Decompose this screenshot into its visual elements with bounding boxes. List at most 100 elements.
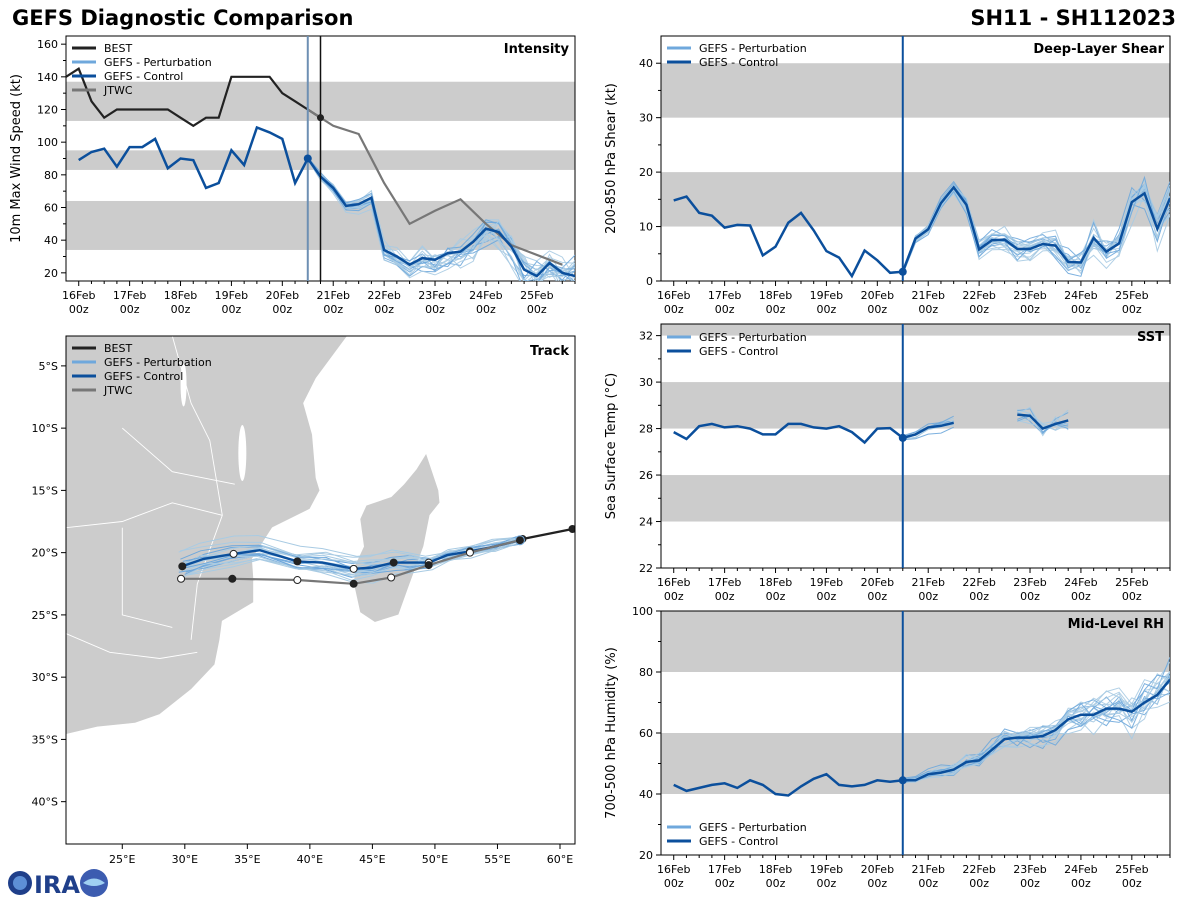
x-tick-day: 17Feb <box>708 576 741 589</box>
x-tick-hour: 00z <box>1020 590 1040 603</box>
jtwc-track-point <box>349 579 358 588</box>
country-border <box>121 527 173 628</box>
x-tick-day: 24Feb <box>1064 289 1097 302</box>
y-tick-label: 32 <box>639 330 653 343</box>
legend-label-control: GEFS - Control <box>699 56 778 69</box>
control-line <box>78 125 575 278</box>
x-tick-label: 60°E <box>547 853 573 866</box>
perturbation-line <box>902 415 954 438</box>
x-tick-day: 21Feb <box>911 863 944 876</box>
x-tick-hour: 00z <box>766 590 786 603</box>
y-tick-label: 100 <box>37 136 58 149</box>
x-tick-day: 18Feb <box>759 863 792 876</box>
x-tick-day: 20Feb <box>861 863 894 876</box>
x-tick-hour: 00z <box>969 877 989 890</box>
x-tick-hour: 00z <box>323 303 343 316</box>
y-tick-label: 40 <box>639 788 653 801</box>
x-tick-day: 24Feb <box>469 289 502 302</box>
x-tick-day: 25Feb <box>1115 863 1148 876</box>
x-tick-hour: 00z <box>817 303 837 316</box>
plot-frame <box>660 323 1171 569</box>
jtwc-track <box>181 539 521 585</box>
x-tick-day: 19Feb <box>810 576 843 589</box>
rh-chart: 2040608010016Feb00z17Feb00z18Feb00z19Feb… <box>604 605 1171 890</box>
page-title: GEFS Diagnostic Comparison <box>12 6 354 30</box>
y-tick-label: 100 <box>632 605 653 618</box>
x-tick-hour: 00z <box>715 877 735 890</box>
legend-label-best: BEST <box>104 42 132 55</box>
svg-text:IRA: IRA <box>34 871 80 899</box>
band-0 <box>661 733 1170 794</box>
y-tick-label: 120 <box>37 104 58 117</box>
y-tick-label: 80 <box>44 169 58 182</box>
jtwc-track-point <box>465 548 474 557</box>
best-track-point <box>568 524 575 533</box>
y-tick-label: 40 <box>44 234 58 247</box>
legend-label-pert: GEFS - Perturbation <box>699 821 807 834</box>
x-tick-hour: 00z <box>664 590 684 603</box>
y-tick-label: 5°S <box>39 360 58 373</box>
legend-label-jtwc: JTWC <box>103 384 133 397</box>
y-tick-label: 160 <box>37 38 58 51</box>
y-tick-label: 20 <box>44 267 58 280</box>
panel-title: Intensity <box>504 42 570 57</box>
sst-chart: 22242628303216Feb00z17Feb00z18Feb00z19Fe… <box>604 323 1171 603</box>
x-tick-hour: 00z <box>766 877 786 890</box>
x-tick-hour: 00z <box>476 303 496 316</box>
legend-label-control: GEFS - Control <box>699 345 778 358</box>
y-tick-label: 30 <box>639 112 653 125</box>
control-line <box>673 185 1170 279</box>
plot-area <box>673 406 1069 445</box>
plot-area <box>673 175 1170 279</box>
y-tick-label: 20 <box>639 849 653 862</box>
y-tick-label: 10°S <box>32 422 58 435</box>
y-tick-label: 25°S <box>32 609 58 622</box>
x-tick-hour: 00z <box>1122 303 1142 316</box>
storm-id-title: SH11 - SH112023 <box>970 6 1176 30</box>
band-0 <box>661 172 1170 227</box>
x-tick-day: 24Feb <box>1064 576 1097 589</box>
init-point <box>303 154 312 163</box>
x-tick-label: 45°E <box>359 853 385 866</box>
jtwc-track-point <box>228 574 237 583</box>
y-tick-label: 30 <box>639 376 653 389</box>
jtwc-line <box>307 108 563 266</box>
init-point <box>898 433 907 442</box>
jtwc-track-point <box>387 573 396 582</box>
x-tick-hour: 00z <box>1122 877 1142 890</box>
y-tick-label: 26 <box>639 469 653 482</box>
x-tick-day: 21Feb <box>911 289 944 302</box>
jtwc-track-point <box>424 561 433 570</box>
perturbation-track <box>178 534 520 560</box>
x-tick-hour: 00z <box>918 877 938 890</box>
x-tick-hour: 00z <box>1020 877 1040 890</box>
x-tick-hour: 00z <box>222 303 242 316</box>
control-track <box>181 539 521 571</box>
x-tick-label: 30°E <box>172 853 198 866</box>
perturbation-track <box>183 540 519 584</box>
x-tick-hour: 00z <box>664 877 684 890</box>
map-area <box>66 336 575 735</box>
x-tick-day: 20Feb <box>861 289 894 302</box>
y-tick-label: 60 <box>639 727 653 740</box>
y-tick-label: 20 <box>639 166 653 179</box>
band-2 <box>661 324 1170 336</box>
shear-chart: 01020304016Feb00z17Feb00z18Feb00z19Feb00… <box>604 35 1171 316</box>
x-tick-day: 24Feb <box>1064 863 1097 876</box>
perturbation-track <box>185 537 518 576</box>
y-tick-label: 60 <box>44 202 58 215</box>
plot-area <box>673 657 1170 797</box>
y-axis-label: 700-500 hPa Humidity (%) <box>604 647 619 819</box>
x-tick-hour: 00z <box>817 877 837 890</box>
control-track-point <box>349 564 358 573</box>
x-tick-hour: 00z <box>1122 590 1142 603</box>
band-1 <box>661 382 1170 429</box>
y-tick-label: 20°S <box>32 547 58 560</box>
control-line <box>673 421 954 445</box>
x-tick-day: 17Feb <box>708 863 741 876</box>
control-track-point <box>178 562 187 571</box>
africa-landmass <box>66 336 348 735</box>
jtwc-track-point <box>515 536 524 545</box>
x-tick-day: 16Feb <box>657 576 690 589</box>
perturbation-line <box>902 677 1170 781</box>
